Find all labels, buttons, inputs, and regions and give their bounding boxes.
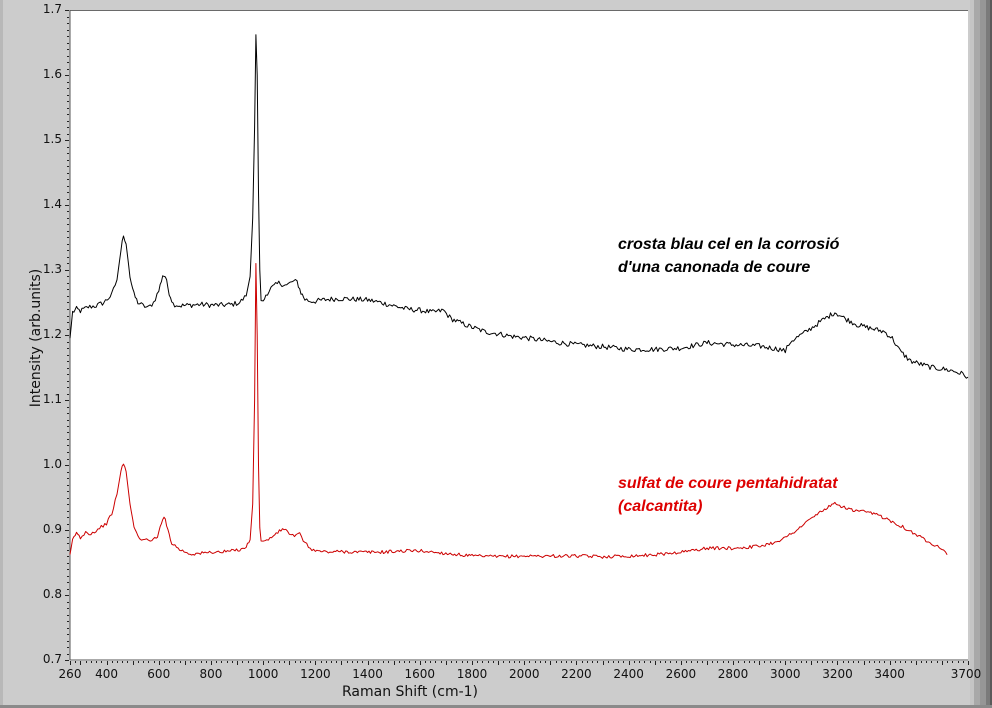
series-crosta-line	[69, 34, 969, 379]
x-tick-label: 1400	[352, 667, 383, 681]
x-tick-label: 2600	[665, 667, 697, 681]
y-tick-label: 1.5	[42, 132, 62, 146]
x-axis-label: Raman Shift (cm-1)	[341, 684, 479, 700]
x-tick-label: 400	[95, 667, 118, 681]
x-tick-label: 2200	[561, 667, 592, 681]
x-tick-label: 2400	[613, 667, 644, 681]
series-layer	[69, 34, 969, 559]
series-calcantita-line	[69, 263, 948, 559]
annotation-crosta-line-1: crosta blau cel en la corrosió	[618, 236, 840, 253]
x-tick-label: 800	[199, 667, 223, 681]
y-tick-label: 0.9	[42, 522, 62, 536]
y-tick-label: 1.0	[42, 457, 62, 471]
x-tick-label: 3200	[822, 667, 853, 681]
y-axis-label: Intensity (arb.units)	[28, 268, 44, 408]
bottom-border	[0, 705, 992, 708]
x-tick-label: 3400	[874, 667, 905, 681]
y-tick-label: 1.2	[42, 327, 62, 341]
annotation-crosta: crosta blau cel en la corrosió d'una can…	[618, 233, 839, 279]
annotation-calcantita-line-1: sulfat de coure pentahidratat	[618, 475, 838, 492]
annotation-calcantita: sulfat de coure pentahidratat (calcantit…	[618, 472, 838, 518]
annotation-crosta-line-2: d'una canonada de coure	[618, 259, 811, 276]
y-tick-label: 0.8	[42, 587, 62, 601]
x-tick-label: 1600	[404, 667, 436, 681]
left-border	[0, 0, 3, 708]
axes	[65, 10, 969, 665]
annotation-calcantita-line-2: (calcantita)	[618, 498, 703, 515]
y-tick-label: 1.1	[42, 392, 62, 406]
x-tick-label: 1000	[247, 667, 279, 681]
x-tick-label: 3000	[769, 667, 801, 681]
x-tick-label: 260	[58, 667, 82, 681]
y-tick-label: 1.3	[42, 262, 62, 276]
y-tick-label: 0.7	[42, 652, 62, 666]
x-tick-label: 1200	[300, 667, 331, 681]
right-border	[970, 0, 992, 708]
y-tick-label: 1.4	[42, 197, 62, 211]
x-tick-label: 2800	[717, 667, 749, 681]
y-tick-label: 1.6	[42, 67, 62, 81]
y-tick-label: 1.7	[42, 2, 62, 16]
x-tick-label: 1800	[456, 667, 488, 681]
x-tick-label: 600	[147, 667, 171, 681]
x-tick-label: 2000	[508, 667, 540, 681]
x-tick-label: 3700	[950, 667, 982, 681]
